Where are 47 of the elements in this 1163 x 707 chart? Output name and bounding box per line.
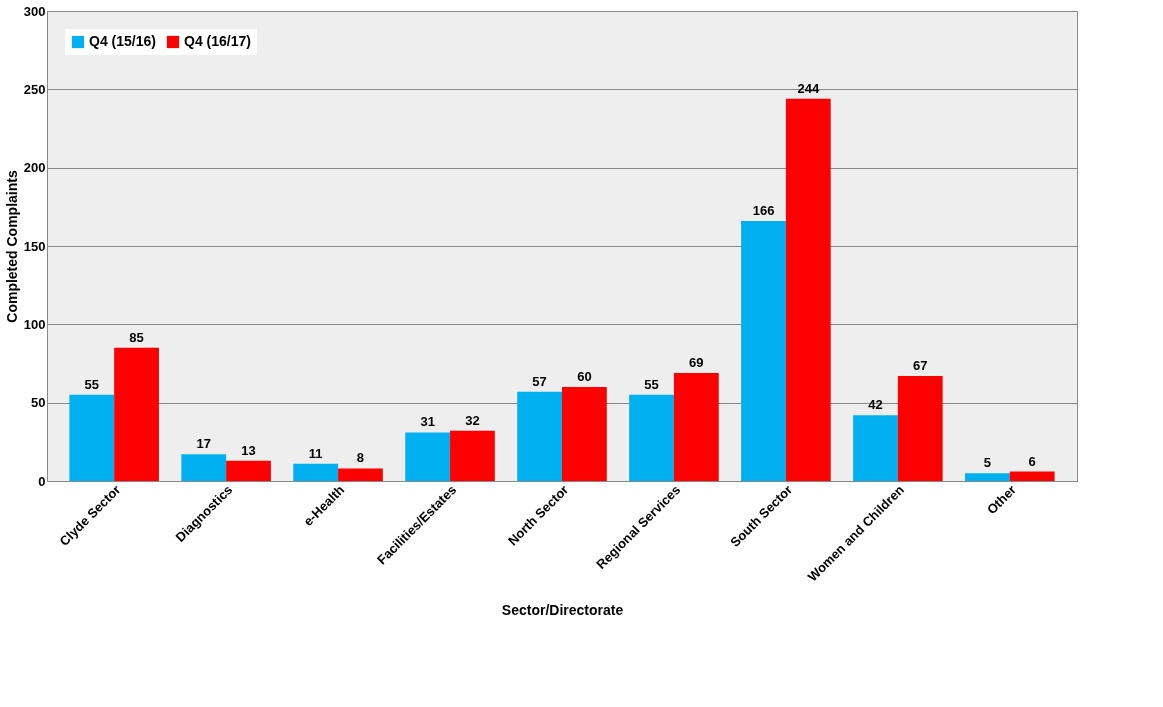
bar	[897, 376, 943, 481]
data-label: 17	[196, 436, 211, 452]
bar	[114, 347, 159, 481]
bar	[785, 98, 831, 481]
data-label: 60	[577, 369, 592, 384]
bar	[181, 454, 227, 481]
data-label: 57	[532, 373, 547, 389]
legend-label: Q4 (16/17)	[184, 33, 251, 49]
data-label: 67	[913, 358, 928, 374]
data-label: 244	[797, 80, 820, 96]
y-tick-label: 250	[23, 81, 46, 97]
data-label: 13	[241, 442, 256, 458]
y-tick-label: 200	[23, 160, 46, 176]
x-axis-title: Sector/Directorate	[501, 602, 624, 619]
y-axis-title: Completed Complaints	[3, 170, 20, 323]
bar	[562, 387, 607, 481]
y-tick-label: 50	[31, 395, 46, 411]
data-label: 11	[308, 445, 323, 461]
y-tick-label: 150	[23, 238, 46, 254]
data-label: 85	[129, 329, 144, 345]
bar	[673, 372, 719, 481]
bar	[405, 432, 451, 481]
bar	[517, 391, 562, 481]
bar	[226, 460, 271, 481]
data-label: 69	[689, 354, 704, 370]
bar	[965, 473, 1010, 481]
bar	[629, 394, 674, 481]
bar	[450, 430, 495, 481]
bar	[338, 468, 383, 481]
data-label: 42	[868, 397, 883, 413]
data-label: 5	[983, 455, 992, 471]
data-label: 31	[420, 414, 435, 430]
y-tick-label: 100	[23, 316, 46, 332]
data-label: 6	[1028, 453, 1036, 469]
data-label: 166	[752, 202, 775, 218]
y-tick-label: 0	[38, 473, 46, 489]
bar	[741, 220, 786, 481]
data-label: 55	[84, 376, 100, 392]
y-tick-label: 300	[23, 3, 46, 19]
bar	[293, 463, 339, 481]
bar	[69, 394, 115, 481]
legend-label: Q4 (15/16)	[89, 33, 156, 49]
data-label: 32	[465, 412, 480, 428]
bar	[853, 415, 898, 481]
data-label: 8	[356, 450, 365, 466]
data-label: 55	[644, 376, 659, 392]
bar	[1009, 471, 1055, 481]
